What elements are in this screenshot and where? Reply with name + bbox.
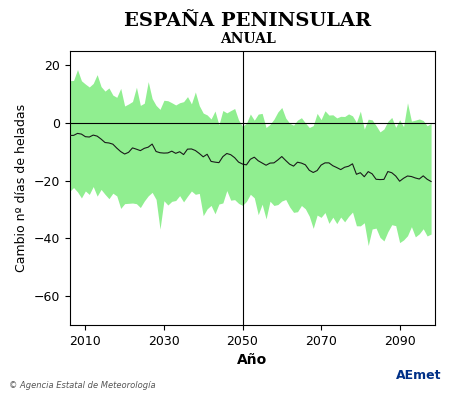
Y-axis label: Cambio nº días de heladas: Cambio nº días de heladas <box>15 104 28 272</box>
Text: © Agencia Estatal de Meteorología: © Agencia Estatal de Meteorología <box>9 381 156 390</box>
Text: ANUAL: ANUAL <box>220 32 275 46</box>
Text: AEmet: AEmet <box>396 369 441 382</box>
X-axis label: Año: Año <box>237 353 267 367</box>
Text: ESPAÑA PENINSULAR: ESPAÑA PENINSULAR <box>124 12 371 30</box>
